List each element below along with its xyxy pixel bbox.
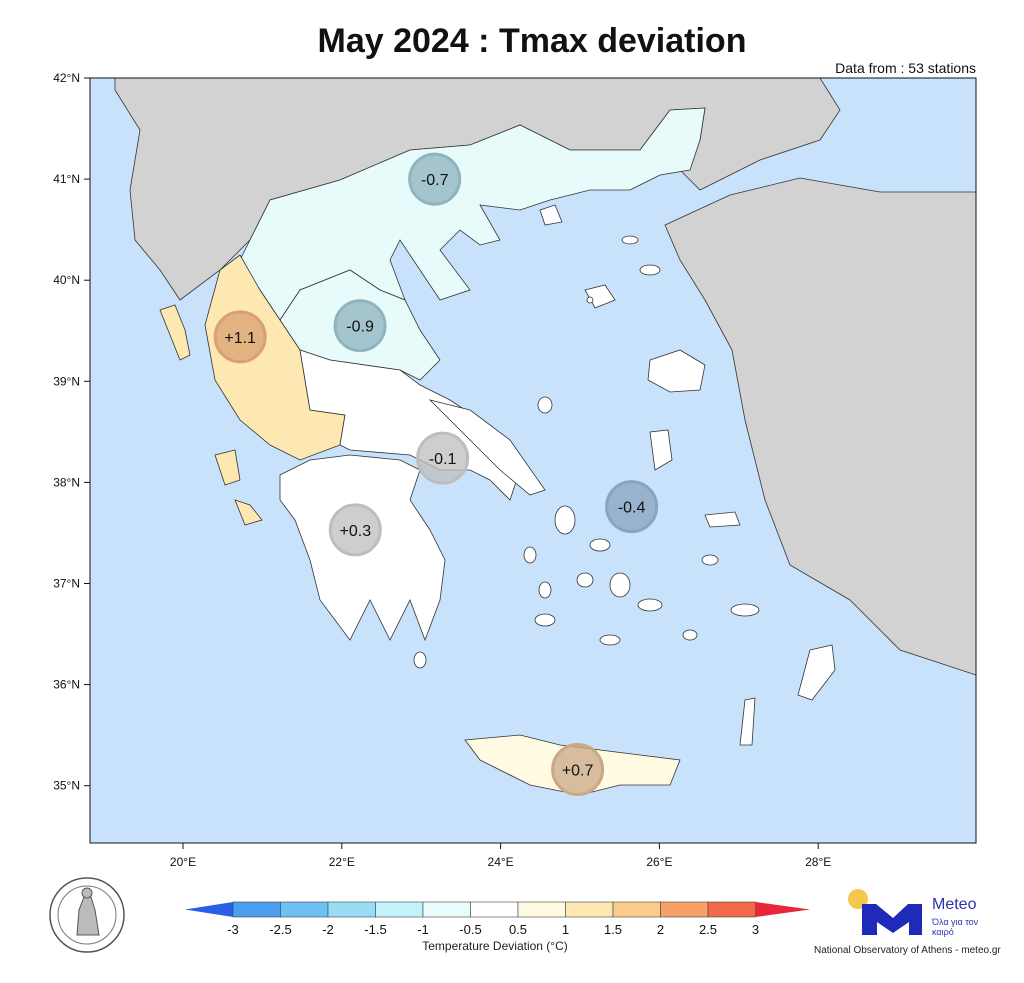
marker-label: +1.1 xyxy=(224,330,256,347)
deviation-marker: +0.3 xyxy=(328,503,382,557)
marker-circle xyxy=(328,503,382,557)
observatory-seal-logo xyxy=(49,877,125,953)
marker-circle xyxy=(213,310,267,364)
colorbar-label: -1 xyxy=(417,922,429,937)
lat-tick-label: 36°N xyxy=(53,678,80,692)
colorbar-bin xyxy=(280,901,329,918)
colorbar-bin xyxy=(707,901,756,918)
marker-circle xyxy=(416,431,470,485)
lat-tick-label: 41°N xyxy=(53,172,80,186)
meteo-logo-name: Meteo xyxy=(932,896,977,913)
colorbar-arrow-low xyxy=(185,902,233,917)
colorbar-label: -1.5 xyxy=(364,922,386,937)
colorbar-bin xyxy=(422,901,471,918)
colorbar-bin xyxy=(375,901,424,918)
deviation-marker: -0.9 xyxy=(333,299,387,353)
colorbar-label: 3 xyxy=(752,922,759,937)
marker-label: -0.4 xyxy=(618,500,646,517)
marker-circle xyxy=(333,299,387,353)
colorbar-bin xyxy=(470,901,519,918)
lon-tick-label: 22°E xyxy=(329,855,355,869)
lon-tick-label: 28°E xyxy=(805,855,831,869)
colorbar-label: -3 xyxy=(227,922,239,937)
marker-label: +0.3 xyxy=(340,523,372,540)
island-euboea xyxy=(428,399,546,496)
island-thasos xyxy=(539,204,563,226)
marker-label: +0.7 xyxy=(562,763,594,780)
colorbar-bin xyxy=(660,901,709,918)
colorbar-label: 1.5 xyxy=(604,922,622,937)
map-frame xyxy=(89,77,977,844)
island-karpathos xyxy=(739,697,756,746)
lon-tick-label: 26°E xyxy=(646,855,672,869)
marker-circle xyxy=(408,152,462,206)
lon-tick-label: 24°E xyxy=(488,855,514,869)
deviation-marker: -0.7 xyxy=(408,152,462,206)
colorbar-bin xyxy=(327,901,376,918)
island-kefalonia xyxy=(214,449,241,486)
credit-text: National Observatory of Athens - meteo.g… xyxy=(814,945,1001,956)
deviation-marker: +1.1 xyxy=(213,310,267,364)
cyclades-islands xyxy=(413,235,760,669)
island-rhodes xyxy=(797,644,836,701)
lon-tick-label: 20°E xyxy=(170,855,196,869)
station-count: Data from : 53 stations xyxy=(835,60,976,76)
colorbar-bin xyxy=(565,901,614,918)
colorbar-title: Temperature Deviation (°C) xyxy=(422,939,568,953)
colorbar-bin xyxy=(612,901,661,918)
marker-label: -0.1 xyxy=(429,451,457,468)
map-title: May 2024 : Tmax deviation xyxy=(317,22,747,60)
land-turkey xyxy=(664,177,977,676)
deviation-marker: +0.7 xyxy=(551,743,605,797)
colorbar-bin xyxy=(517,901,566,918)
colorbar-label: 1 xyxy=(562,922,569,937)
deviation-marker: -0.4 xyxy=(605,480,659,534)
lat-tick-label: 35°N xyxy=(53,779,80,793)
island-zakynthos xyxy=(234,499,263,526)
meteo-logo xyxy=(848,889,922,935)
meteo-logo-tagline: Όλα για τον καιρό xyxy=(932,917,979,937)
island-chios xyxy=(649,429,673,471)
colorbar-label: 2.5 xyxy=(699,922,717,937)
island-corfu xyxy=(159,304,191,361)
colorbar-label: -2 xyxy=(322,922,334,937)
deviation-marker: -0.1 xyxy=(416,431,470,485)
lat-tick-label: 42°N xyxy=(53,71,80,85)
island-samos xyxy=(704,511,741,528)
colorbar-label: -2.5 xyxy=(269,922,291,937)
marker-circle xyxy=(605,480,659,534)
marker-label: -0.7 xyxy=(421,172,449,189)
colorbar-label: 2 xyxy=(657,922,664,937)
lat-tick-label: 38°N xyxy=(53,475,80,489)
marker-label: -0.9 xyxy=(346,319,374,336)
island-lesvos xyxy=(647,349,706,393)
marker-circle xyxy=(551,743,605,797)
colorbar-label: -0.5 xyxy=(459,922,481,937)
lat-tick-label: 39°N xyxy=(53,374,80,388)
lat-tick-label: 40°N xyxy=(53,273,80,287)
colorbar-bin xyxy=(232,901,281,918)
lat-tick-label: 37°N xyxy=(53,577,80,591)
colorbar-arrow-high xyxy=(755,902,810,917)
colorbar-label: 0.5 xyxy=(509,922,527,937)
